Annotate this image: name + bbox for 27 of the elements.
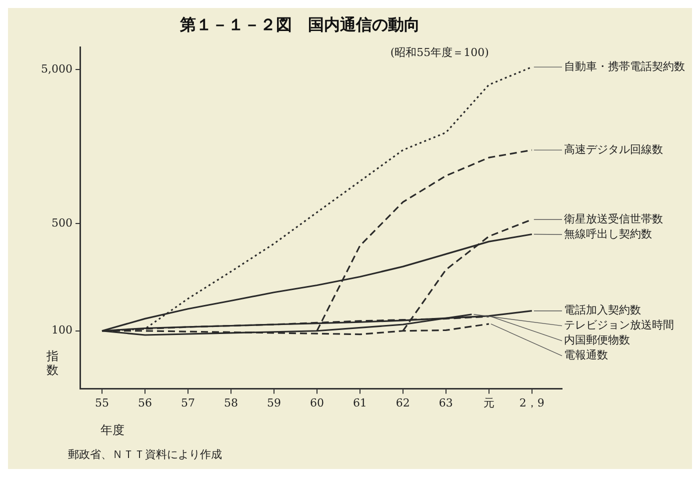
x-tick-label: 59 xyxy=(266,396,281,410)
y-axis-title: 指数 xyxy=(45,349,58,377)
x-tick-label: 61 xyxy=(352,396,367,410)
x-tick-label: 56 xyxy=(138,396,152,410)
x-tick-label: 60 xyxy=(310,396,324,410)
text: テレビジョン放送時間 xyxy=(564,318,674,332)
text: 高速デジタル回線数 xyxy=(564,142,663,156)
text: 内国郵便物数 xyxy=(564,334,630,347)
text: 衛星放送受信世帯数 xyxy=(564,212,663,226)
x-tick-label: 55 xyxy=(94,396,109,410)
text: 自動車・携帯電話契約数 xyxy=(564,60,685,73)
x-tick-label: 元 xyxy=(483,396,494,410)
y-tick-label: 100 xyxy=(51,324,72,337)
text: 電報通数 xyxy=(564,348,608,362)
x-axis-title: 年度 xyxy=(100,422,124,437)
text: 郵政省、ＮＴＴ資料により作成 xyxy=(68,448,222,461)
y-tick-label: 5,000 xyxy=(40,62,72,76)
text: 電話加入契約数 xyxy=(564,304,641,317)
x-tick-label: 63 xyxy=(438,396,453,410)
annotation: (昭和55年度＝100) xyxy=(390,46,489,60)
x-tick-label: 58 xyxy=(224,396,238,410)
x-tick-label: 62 xyxy=(396,396,410,410)
y-tick-label: 500 xyxy=(51,216,72,230)
chart-title: 第１－１－２図 国内通信の動向 xyxy=(179,14,420,34)
x-tick-label: 57 xyxy=(180,396,195,410)
text: 無線呼出し契約数 xyxy=(564,227,652,240)
x-tick-label: 2，9 xyxy=(519,396,544,410)
